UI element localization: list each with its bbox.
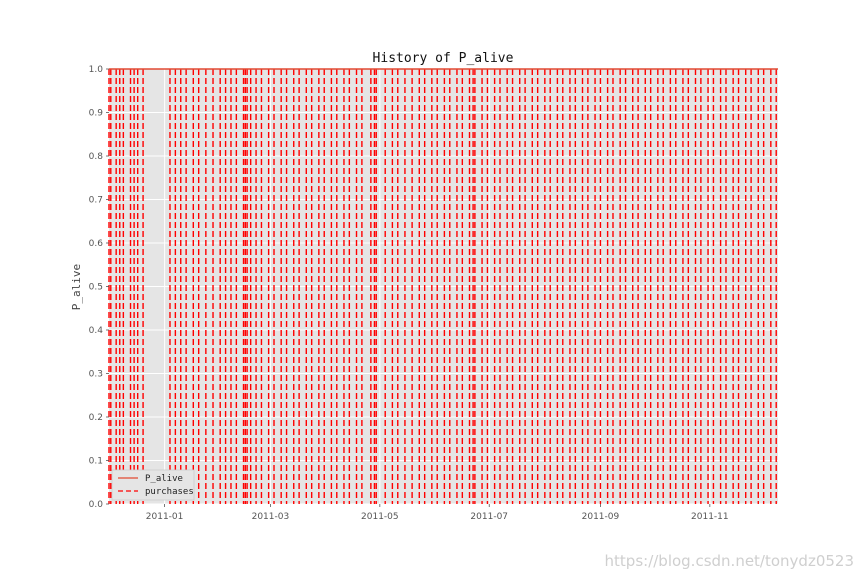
- y-tick-label: 0.8: [89, 152, 104, 162]
- y-tick-label: 1.0: [89, 65, 104, 75]
- y-tick-label: 0.5: [89, 283, 103, 293]
- x-tick-label: 2011-05: [361, 512, 399, 522]
- x-tick-label: 2011-03: [252, 512, 290, 522]
- y-tick-labels: 0.0 0.1 0.2 0.3 0.4 0.5 0.6 0.7 0.8 0.9 1.0: [89, 65, 109, 510]
- y-tick-label: 0.2: [89, 413, 103, 423]
- y-tick-label: 0.0: [89, 500, 104, 510]
- x-tick-label: 2011-01: [146, 512, 184, 522]
- y-tick-label: 0.9: [89, 109, 104, 119]
- legend-box: [111, 469, 195, 501]
- chart-title: History of P_alive: [373, 51, 514, 66]
- y-tick-label: 0.3: [89, 370, 103, 380]
- legend-label-purchases: purchases: [145, 487, 194, 497]
- y-axis-label: P_alive: [70, 264, 83, 310]
- y-tick-label: 0.4: [89, 326, 104, 336]
- y-tick-label: 0.7: [89, 196, 103, 206]
- y-tick-label: 0.1: [89, 457, 103, 467]
- watermark: https://blog.csdn.net/tonydz0523: [604, 552, 854, 570]
- x-tick-labels: 2011-01 2011-03 2011-05 2011-07 2011-09 2011-…: [146, 504, 729, 522]
- x-tick-label: 2011-11: [691, 512, 729, 522]
- legend-label-p-alive: P_alive: [145, 474, 183, 484]
- x-tick-label: 2011-09: [582, 512, 620, 522]
- x-tick-label: 2011-07: [470, 512, 508, 522]
- legend: P_alive purchases: [111, 469, 195, 501]
- purchase-lines: [108, 69, 777, 504]
- y-tick-label: 0.6: [89, 239, 104, 249]
